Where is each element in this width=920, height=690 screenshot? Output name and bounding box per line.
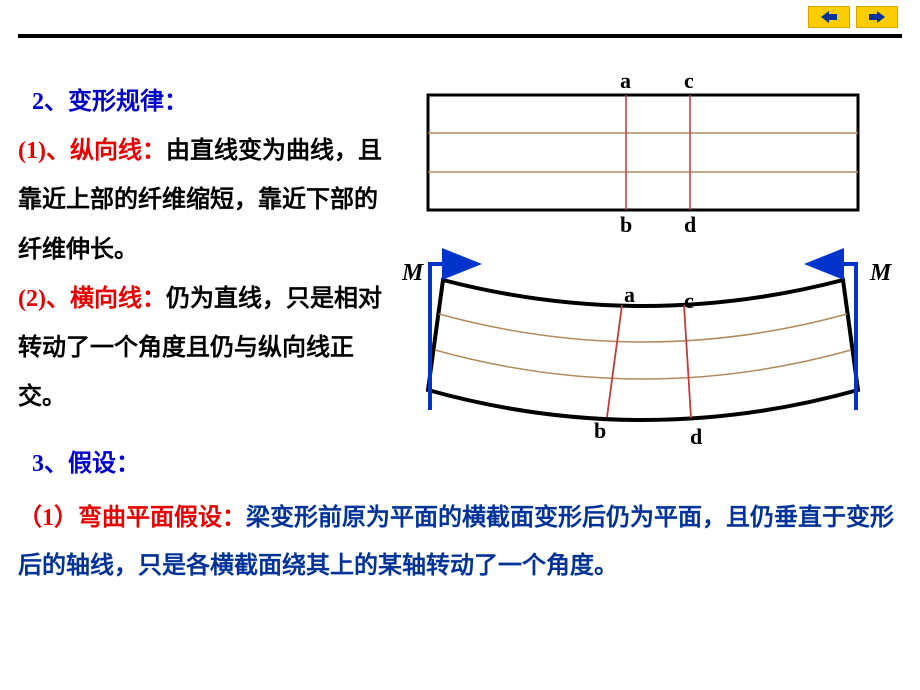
label-a-bot: a bbox=[624, 282, 635, 308]
nav-buttons bbox=[808, 6, 898, 28]
label-M-left: M bbox=[402, 260, 423, 287]
beam-bent-diagram bbox=[388, 240, 902, 440]
item1-label: (1)、纵向线： bbox=[18, 138, 166, 164]
prev-button[interactable] bbox=[808, 6, 850, 28]
section2-item2: (2)、横向线：仍为直线，只是相对转动了一个角度且仍与纵向线正交。 bbox=[18, 275, 388, 423]
section3-title: 3、假设： bbox=[18, 440, 902, 488]
diagram-column: a c b d bbox=[388, 50, 902, 430]
arrow-left-icon bbox=[821, 10, 837, 24]
section3-hypothesis1: （1）弯曲平面假设：梁变形前原为平面的横截面变形后仍为平面，且仍垂直于变形后的轴… bbox=[18, 494, 902, 590]
label-c-bot: c bbox=[684, 288, 694, 314]
section2-item1: (1)、纵向线：由直线变为曲线，且靠近上部的纤维缩短，靠近下部的纤维伸长。 bbox=[18, 127, 388, 275]
arrow-right-icon bbox=[869, 10, 885, 24]
horizontal-rule bbox=[18, 34, 902, 38]
beam-straight-diagram bbox=[388, 50, 902, 225]
section3: 3、假设： （1）弯曲平面假设：梁变形前原为平面的横截面变形后仍为平面，且仍垂直… bbox=[18, 440, 902, 590]
label-a-top: a bbox=[620, 68, 631, 94]
section2-title: 2、变形规律： bbox=[18, 78, 388, 127]
label-M-right: M bbox=[870, 260, 891, 287]
left-text-column: 2、变形规律： (1)、纵向线：由直线变为曲线，且靠近上部的纤维缩短，靠近下部的… bbox=[18, 50, 388, 430]
label-d-top: d bbox=[684, 212, 696, 238]
label-c-top: c bbox=[684, 68, 694, 94]
item2-label: (2)、横向线： bbox=[18, 286, 166, 312]
content-area: 2、变形规律： (1)、纵向线：由直线变为曲线，且靠近上部的纤维缩短，靠近下部的… bbox=[18, 50, 902, 430]
label-b-top: b bbox=[620, 212, 632, 238]
hyp1-label: （1）弯曲平面假设： bbox=[18, 505, 246, 531]
next-button[interactable] bbox=[856, 6, 898, 28]
